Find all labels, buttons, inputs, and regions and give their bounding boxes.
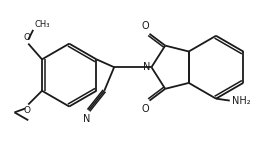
Text: N: N: [143, 62, 150, 72]
Text: O: O: [24, 106, 31, 114]
Text: NH₂: NH₂: [232, 96, 250, 106]
Text: O: O: [142, 104, 149, 114]
Text: CH₃: CH₃: [34, 20, 50, 29]
Text: O: O: [24, 33, 31, 42]
Text: N: N: [83, 114, 90, 124]
Text: O: O: [142, 21, 149, 31]
